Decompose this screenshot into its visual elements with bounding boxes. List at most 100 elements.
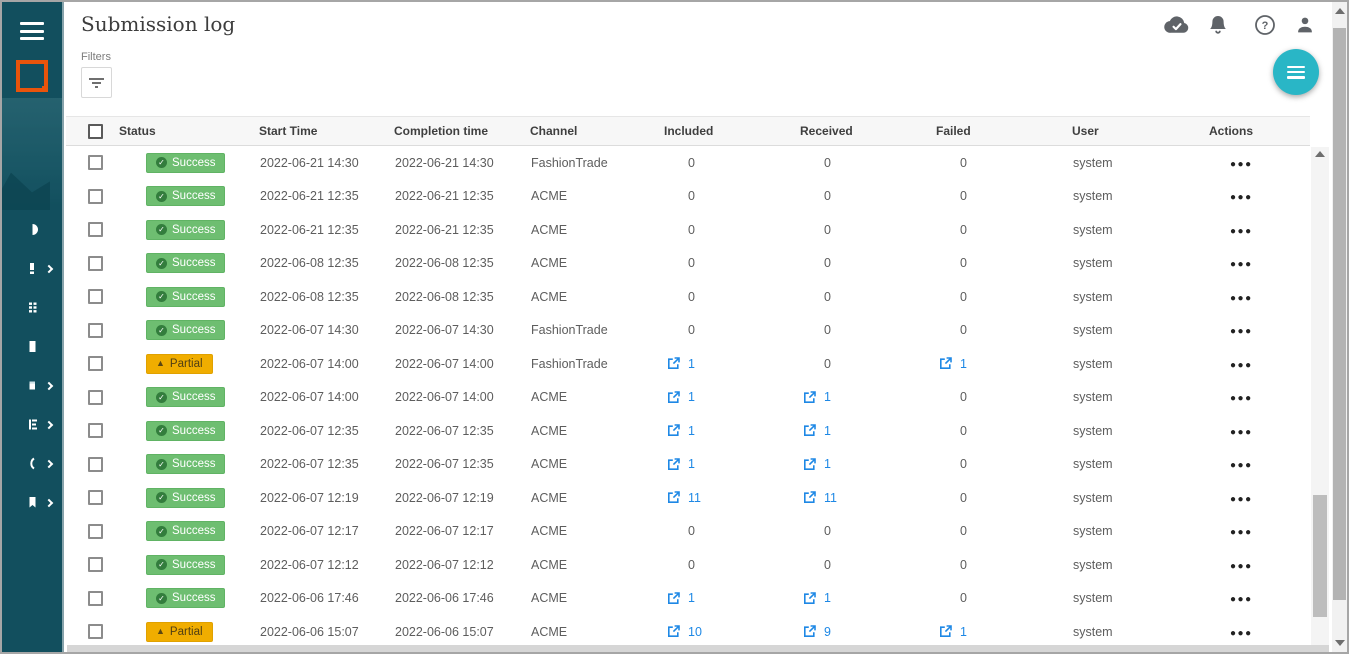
row-checkbox[interactable] xyxy=(88,155,103,171)
floating-menu-button[interactable] xyxy=(1273,49,1319,95)
check-circle-icon: ✓ xyxy=(156,425,167,437)
row-checkbox[interactable] xyxy=(88,356,103,372)
horizontal-scrollbar[interactable] xyxy=(67,645,1329,652)
sidebar-item-5[interactable] xyxy=(2,366,62,405)
external-link-icon[interactable] xyxy=(667,457,680,471)
external-link-icon[interactable] xyxy=(667,491,680,504)
included-cell: 10 xyxy=(654,625,790,639)
external-link-icon[interactable] xyxy=(803,625,816,638)
table-scrollbar-thumb[interactable] xyxy=(1313,495,1327,617)
external-link-icon[interactable] xyxy=(667,357,680,370)
row-checkbox[interactable] xyxy=(88,222,103,238)
row-actions-button[interactable]: ●●● xyxy=(1210,192,1253,203)
sidebar-item-7[interactable] xyxy=(2,444,62,483)
submission-log-table: Status Start Time Completion time Channe… xyxy=(66,116,1310,645)
row-actions-button[interactable]: ●●● xyxy=(1210,628,1253,639)
row-checkbox[interactable] xyxy=(88,389,103,405)
page-scroll-down-icon[interactable] xyxy=(1334,640,1345,646)
column-header-user[interactable]: User xyxy=(1072,124,1099,138)
external-link-icon[interactable] xyxy=(667,591,680,605)
page-scrollbar[interactable] xyxy=(1332,2,1347,652)
ellipsis-icon: ●●● xyxy=(1230,158,1253,170)
ellipsis-icon: ●●● xyxy=(1230,225,1253,237)
sidebar-item-3[interactable] xyxy=(2,288,62,327)
column-header-included[interactable]: Included xyxy=(664,124,714,138)
sidebar-item-1[interactable] xyxy=(2,210,62,249)
status-badge: ✓▲Success xyxy=(146,219,226,240)
row-checkbox[interactable] xyxy=(88,423,103,439)
notifications-bell-icon[interactable] xyxy=(1208,14,1228,36)
included-cell: 0 xyxy=(688,323,695,338)
status-label: Success xyxy=(172,558,216,571)
row-actions-button[interactable]: ●●● xyxy=(1210,460,1253,471)
scroll-up-arrow-icon[interactable] xyxy=(1315,151,1325,157)
sidebar-item-8[interactable] xyxy=(2,483,62,522)
row-checkbox[interactable] xyxy=(88,624,103,640)
row-checkbox[interactable] xyxy=(88,590,103,606)
table-scrollbar[interactable] xyxy=(1311,147,1329,645)
row-checkbox[interactable] xyxy=(88,490,103,506)
filter-button[interactable] xyxy=(81,67,112,98)
user-profile-icon[interactable] xyxy=(1294,14,1316,36)
received-cell: 0 xyxy=(824,155,831,170)
external-link-icon[interactable] xyxy=(667,424,680,437)
column-header-start-time[interactable]: Start Time xyxy=(259,124,318,138)
sidebar-item-4[interactable] xyxy=(2,327,62,366)
received-cell: 0 xyxy=(824,289,831,304)
row-actions-button[interactable]: ●●● xyxy=(1210,293,1253,304)
column-header-channel[interactable]: Channel xyxy=(530,124,578,138)
start-time-cell: 2022-06-21 14:30 xyxy=(260,155,359,170)
row-checkbox[interactable] xyxy=(88,557,103,573)
row-actions-button[interactable]: ●●● xyxy=(1210,326,1253,337)
table-row: ✓▲Success 2022-06-21 12:35 2022-06-21 12… xyxy=(66,213,1310,247)
svg-text:?: ? xyxy=(1262,20,1269,32)
sidebar-item-6[interactable] xyxy=(2,405,62,444)
row-actions-button[interactable]: ●●● xyxy=(1210,494,1253,505)
external-link-icon[interactable] xyxy=(803,491,816,504)
row-actions-button[interactable]: ●●● xyxy=(1210,360,1253,371)
row-actions-button[interactable]: ●●● xyxy=(1210,259,1253,270)
row-actions-button[interactable]: ●●● xyxy=(1210,226,1253,237)
row-checkbox[interactable] xyxy=(88,255,103,271)
row-actions-button[interactable]: ●●● xyxy=(1210,159,1253,170)
external-link-icon[interactable] xyxy=(803,390,816,404)
completion-time-cell: 2022-06-06 15:07 xyxy=(395,624,494,639)
page-scrollbar-thumb[interactable] xyxy=(1333,28,1346,600)
status-badge: ✓▲Success xyxy=(146,320,226,341)
received-cell: 0 xyxy=(824,323,831,338)
external-link-icon[interactable] xyxy=(803,591,816,605)
column-header-completion-time[interactable]: Completion time xyxy=(394,124,489,138)
external-link-icon[interactable] xyxy=(667,625,680,638)
row-checkbox[interactable] xyxy=(88,188,103,204)
help-icon[interactable]: ? xyxy=(1254,14,1276,36)
row-actions-button[interactable]: ●●● xyxy=(1210,561,1253,572)
failed-cell: 0 xyxy=(960,189,967,204)
row-actions-button[interactable]: ●●● xyxy=(1210,393,1253,404)
hamburger-icon[interactable] xyxy=(20,22,44,40)
sidebar-item-2[interactable] xyxy=(2,249,62,288)
external-link-icon[interactable] xyxy=(939,625,952,638)
row-checkbox[interactable] xyxy=(88,289,103,305)
channel-cell: FashionTrade xyxy=(531,323,608,338)
external-link-icon[interactable] xyxy=(803,424,816,437)
row-actions-button[interactable]: ●●● xyxy=(1210,527,1253,538)
row-checkbox[interactable] xyxy=(88,523,103,539)
column-header-status[interactable]: Status xyxy=(119,124,156,138)
external-link-icon[interactable] xyxy=(803,457,816,471)
included-cell: 1 xyxy=(654,390,790,404)
row-actions-button[interactable]: ●●● xyxy=(1210,427,1253,438)
select-all-checkbox[interactable] xyxy=(88,123,103,139)
check-circle-icon: ✓ xyxy=(156,291,167,303)
external-link-icon[interactable] xyxy=(939,357,952,370)
external-link-icon[interactable] xyxy=(667,390,680,404)
failed-cell: 0 xyxy=(960,423,967,438)
row-actions-button[interactable]: ●●● xyxy=(1210,594,1253,605)
row-checkbox[interactable] xyxy=(88,322,103,338)
cloud-sync-icon[interactable] xyxy=(1164,15,1190,35)
sidebar-scenic-image xyxy=(2,98,62,210)
row-checkbox[interactable] xyxy=(88,456,103,472)
column-header-failed[interactable]: Failed xyxy=(936,124,971,138)
page-scroll-up-icon[interactable] xyxy=(1334,8,1345,14)
bookmark-icon xyxy=(29,497,35,508)
column-header-received[interactable]: Received xyxy=(800,124,853,138)
